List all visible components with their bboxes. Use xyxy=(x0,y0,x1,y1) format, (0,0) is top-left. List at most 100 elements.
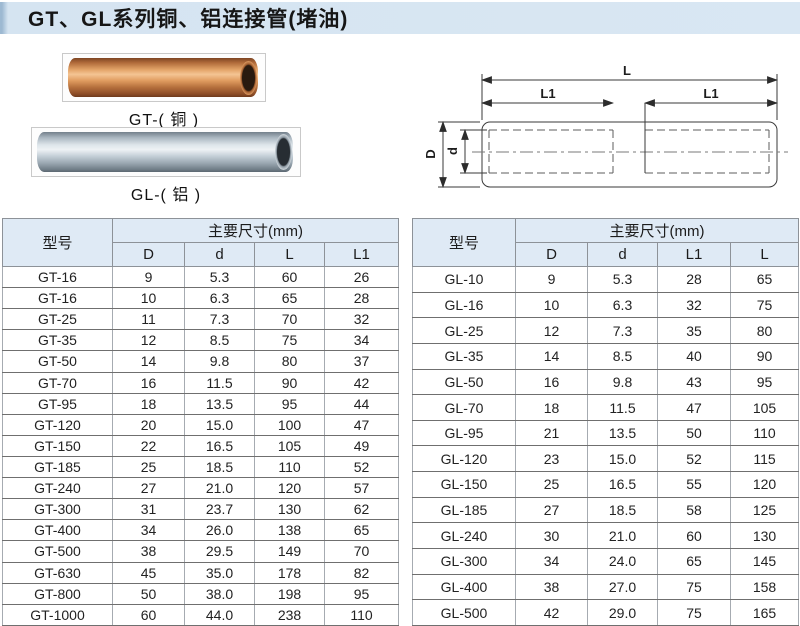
dimension-cell: 22 xyxy=(112,434,185,457)
dimension-cell: 149 xyxy=(254,540,325,563)
model-cell: GL-400 xyxy=(412,573,516,601)
dimension-cell: 198 xyxy=(254,582,325,605)
dimension-cell: 9 xyxy=(112,265,185,289)
dimension-cell: 32 xyxy=(323,308,400,331)
dimension-cell: 65 xyxy=(657,548,731,575)
table-row: GL-35 14 8.5 40 90 xyxy=(412,342,800,370)
table-row: GT-70 16 11.5 90 42 xyxy=(2,371,400,394)
dimension-cell: 58 xyxy=(657,496,731,524)
dimension-cell: 8.5 xyxy=(184,329,255,352)
dimension-cell: 60 xyxy=(657,522,731,550)
dimension-diagram: L L1 L1 D d xyxy=(423,63,788,189)
table-row: GL-500 42 29.0 75 165 xyxy=(412,599,800,626)
model-cell: GL-150 xyxy=(412,471,516,498)
dimension-cell: 9 xyxy=(515,266,588,293)
dimension-cell: 35.0 xyxy=(184,561,255,584)
dimension-cell: 23.7 xyxy=(184,498,255,521)
dimension-cell: 7.3 xyxy=(587,317,658,344)
gt-col-L: L xyxy=(254,242,325,267)
table-row: GT-95 18 13.5 95 44 xyxy=(2,392,400,415)
model-cell: GT-185 xyxy=(2,455,113,479)
dimension-cell: 44.0 xyxy=(184,603,255,626)
dimension-cell: 100 xyxy=(254,413,325,436)
dimension-cell: 21.0 xyxy=(587,522,658,550)
dimension-cell: 70 xyxy=(323,540,400,563)
dimension-cell: 42 xyxy=(515,599,588,626)
table-row: GT-800 50 38.0 198 95 xyxy=(2,582,400,605)
dimension-cell: 13.5 xyxy=(184,392,255,415)
table-row: GL-120 23 15.0 52 115 xyxy=(412,445,800,473)
dimension-cell: 10 xyxy=(515,291,588,319)
table-row: GL-10 9 5.3 28 65 xyxy=(412,266,800,293)
dimension-cell: 70 xyxy=(254,308,325,331)
aluminum-tube-label: GL-( 铝 ) xyxy=(130,187,202,204)
dimension-cell: 6.3 xyxy=(587,291,658,319)
dimension-cell: 115 xyxy=(729,445,800,473)
table-row: GL-50 16 9.8 43 95 xyxy=(412,368,800,396)
dimension-cell: 120 xyxy=(729,471,800,498)
dimension-cell: 52 xyxy=(323,455,400,479)
table-row: GT-25 11 7.3 70 32 xyxy=(2,308,400,331)
table-row: GL-240 30 21.0 60 130 xyxy=(412,522,800,550)
model-cell: GT-95 xyxy=(2,392,113,415)
tube-outline xyxy=(481,121,778,188)
dimension-cell: 29.5 xyxy=(184,540,255,563)
model-cell: GT-16 xyxy=(2,287,113,310)
dimension-cell: 178 xyxy=(254,561,325,584)
dimension-cell: 13.5 xyxy=(587,419,658,447)
table-row: GL-185 27 18.5 58 125 xyxy=(412,496,800,524)
dimension-cell: 34 xyxy=(323,329,400,352)
model-cell: GT-150 xyxy=(2,434,113,457)
dimension-cell: 65 xyxy=(729,266,800,293)
label-L1-right: L1 xyxy=(703,86,718,101)
aluminum-tube-image xyxy=(37,132,293,172)
dimension-cell: 145 xyxy=(729,548,800,575)
dimension-cell: 38 xyxy=(515,573,588,601)
dimension-cell: 16 xyxy=(515,368,588,396)
model-cell: GL-95 xyxy=(412,419,516,447)
label-L1-left: L1 xyxy=(540,86,555,101)
dimension-cell: 47 xyxy=(657,394,731,421)
copper-tube-image xyxy=(68,58,258,97)
dimension-cell: 75 xyxy=(657,599,731,626)
dimension-cell: 65 xyxy=(254,287,325,310)
model-cell: GL-10 xyxy=(412,266,516,293)
label-L: L xyxy=(623,63,631,78)
copper-tube-photo xyxy=(62,53,266,102)
dimension-cell: 65 xyxy=(323,519,400,542)
dimension-cell: 105 xyxy=(729,394,800,421)
dimension-cell: 50 xyxy=(112,582,185,605)
model-cell: GL-70 xyxy=(412,394,516,421)
dimension-cell: 80 xyxy=(729,317,800,344)
dimension-cell: 14 xyxy=(112,350,185,373)
table-row: GL-300 34 24.0 65 145 xyxy=(412,548,800,575)
table-row: GT-400 34 26.0 138 65 xyxy=(2,519,400,542)
model-cell: GT-70 xyxy=(2,371,113,394)
table-row: GL-95 21 13.5 50 110 xyxy=(412,419,800,447)
dimension-cell: 16 xyxy=(112,371,185,394)
dimension-cell: 28 xyxy=(657,266,731,293)
dimension-cell: 29.0 xyxy=(587,599,658,626)
dimension-cell: 27 xyxy=(112,477,185,500)
dimension-cell: 18 xyxy=(112,392,185,415)
dimension-cell: 165 xyxy=(729,599,800,626)
dimension-cell: 6.3 xyxy=(184,287,255,310)
dimension-cell: 14 xyxy=(515,342,588,370)
dimension-cell: 90 xyxy=(729,342,800,370)
dimension-cell: 15.0 xyxy=(184,413,255,436)
dimension-cell: 120 xyxy=(254,477,325,500)
dimension-cell: 18.5 xyxy=(587,496,658,524)
dimension-cell: 21.0 xyxy=(184,477,255,500)
gt-dims-header: 主要尺寸(mm) xyxy=(111,218,400,243)
gt-model-header: 型号 xyxy=(2,218,113,267)
dimension-cell: 18 xyxy=(515,394,588,421)
dimension-cell: 11.5 xyxy=(184,371,255,394)
table-row: GT-150 22 16.5 105 49 xyxy=(2,434,400,457)
model-cell: GL-16 xyxy=(412,291,516,319)
table-row: GT-630 45 35.0 178 82 xyxy=(2,561,400,584)
model-cell: GT-240 xyxy=(2,477,113,500)
model-cell: GL-185 xyxy=(412,496,516,524)
model-cell: GT-35 xyxy=(2,329,113,352)
gt-col-d: d xyxy=(184,242,255,267)
